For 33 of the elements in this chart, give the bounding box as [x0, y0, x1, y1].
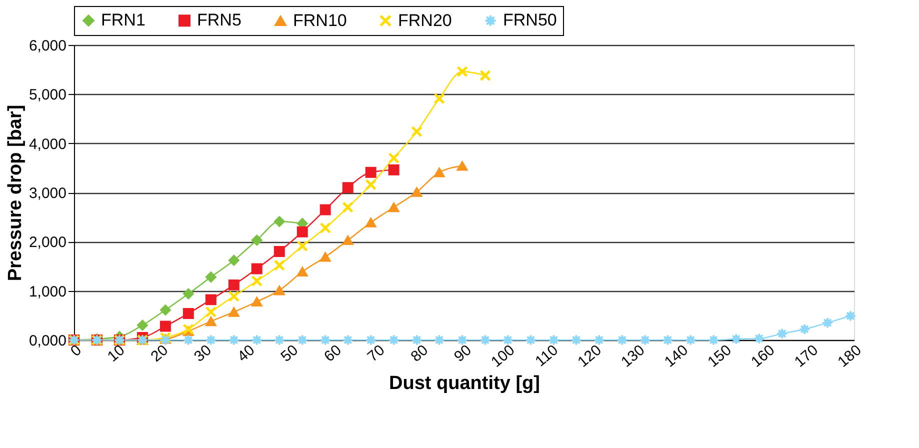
x-tick-label: 120: [574, 342, 605, 371]
x-axis-title: Dust quantity [g]: [389, 373, 540, 394]
x-tick-label: 130: [618, 342, 648, 371]
x-tick-label: 100: [488, 342, 518, 371]
x-tick-label: 0: [67, 342, 85, 360]
legend-label: FRN20: [398, 10, 452, 30]
legend-label: FRN10: [293, 10, 347, 30]
x-tick-label: 40: [234, 342, 258, 366]
y-tick-label: 5,000: [28, 86, 66, 104]
legend-label: FRN5: [197, 10, 242, 30]
x-tick-label: 70: [364, 342, 388, 366]
x-tick-label: 160: [748, 342, 778, 371]
x-tick-label: 60: [321, 342, 345, 366]
y-tick-label: 2,000: [28, 234, 66, 252]
y-tick-label: 6,000: [28, 38, 66, 54]
y-tick-label: 1,000: [28, 283, 66, 300]
x-tick-label: 80: [408, 342, 432, 366]
x-tick-label: 110: [532, 342, 562, 370]
x-tick-label: 180: [834, 342, 865, 371]
x-tick-label: 90: [451, 342, 475, 366]
x-tick-label: 50: [278, 342, 302, 366]
y-tick-label: 3,000: [28, 185, 66, 202]
y-tick-label: 0,000: [28, 332, 66, 350]
x-tick-label: 170: [791, 342, 822, 371]
x-tick-label: 30: [191, 342, 215, 366]
x-tick-label: 150: [704, 342, 735, 371]
x-tick-label: 140: [661, 342, 692, 371]
y-tick-label: 4,000: [28, 136, 66, 153]
x-tick-label: 10: [104, 342, 128, 366]
legend-label: FRN50: [503, 10, 557, 30]
legend-label: FRN1: [101, 10, 146, 30]
x-tick-label: 20: [148, 342, 172, 366]
y-axis-title: Pressure drop [bar]: [4, 104, 26, 282]
